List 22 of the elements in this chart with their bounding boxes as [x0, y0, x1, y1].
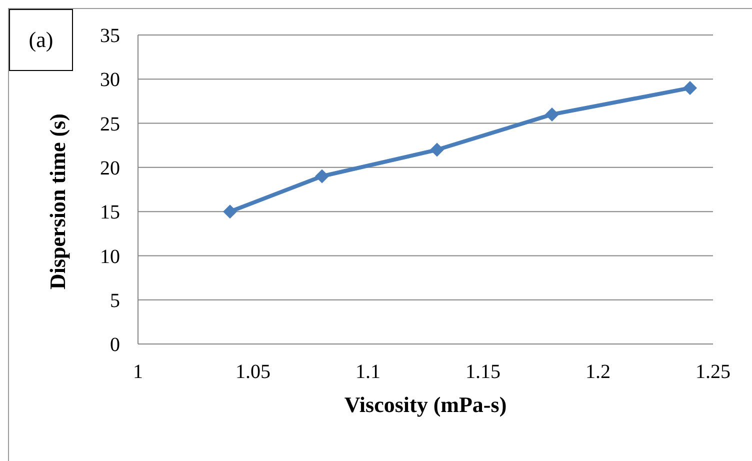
y-tick-label: 15: [100, 202, 120, 224]
y-tick-label: 20: [100, 158, 120, 180]
point: [223, 204, 237, 219]
x-tick-label: 1.05: [236, 361, 270, 384]
point: [545, 107, 559, 122]
y-tick-label: 5: [110, 290, 120, 312]
point: [430, 142, 444, 157]
point: [683, 80, 697, 95]
x-tick-label: 1.25: [696, 361, 730, 384]
y-tick-label: 0: [110, 334, 120, 356]
point: [315, 169, 329, 184]
x-axis-title: Viscosity (mPa-s): [344, 392, 507, 417]
y-tick-label: 25: [100, 113, 120, 136]
y-axis-title: Dispersion time (s): [44, 114, 70, 290]
x-tick-label: 1: [133, 361, 143, 384]
x-tick-label: 1.15: [466, 361, 500, 384]
y-tick-label: 35: [100, 25, 120, 48]
text: (a): [9, 9, 73, 71]
x-tick-label: 1.2: [586, 361, 610, 384]
y-tick-label: 10: [100, 246, 120, 268]
x-tick-label: 1.1: [356, 361, 380, 384]
y-tick-label: 30: [100, 69, 120, 92]
